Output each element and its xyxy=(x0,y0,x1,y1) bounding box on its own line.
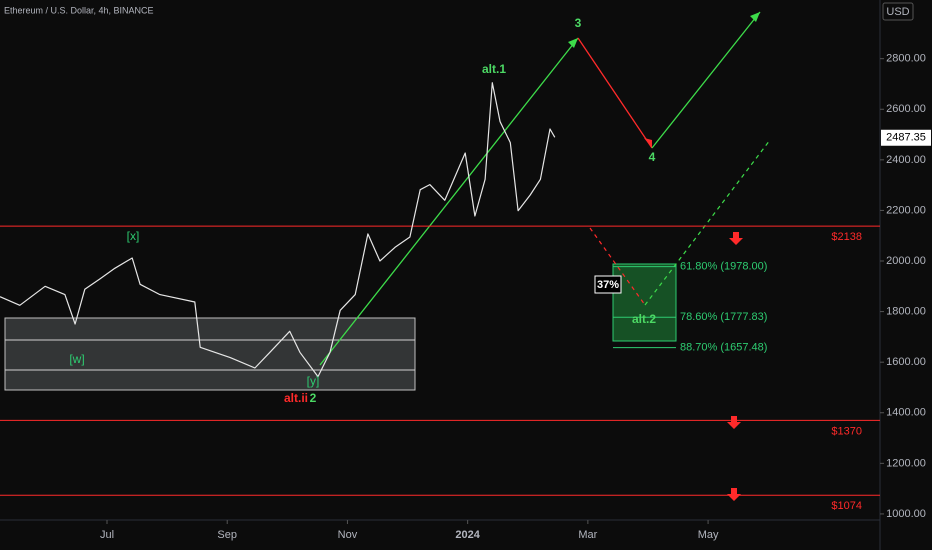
fib-label: 88.70% (1657.48) xyxy=(680,342,767,354)
wave-label: alt.1 xyxy=(482,62,506,76)
plot: 1000.00 1200.00 1400.00 1600.00 1800.00 2000.… xyxy=(0,53,931,541)
percent-box xyxy=(594,275,622,294)
down-arrow xyxy=(727,488,741,501)
x-tick-label: Sep xyxy=(217,529,237,541)
projection-arrow xyxy=(651,11,761,149)
y-tick-label: 2400.00 xyxy=(886,154,926,166)
wave-label: 4 xyxy=(649,150,656,164)
x-tick-label: Nov xyxy=(338,529,358,541)
annotations xyxy=(4,2,914,501)
level-label: $1370 xyxy=(831,425,862,437)
last-price-box xyxy=(881,129,931,146)
y-tick-label: 2800.00 xyxy=(886,53,926,65)
arrow-head xyxy=(644,138,652,148)
y-tick-label: 1800.00 xyxy=(886,306,926,318)
wave-label: 3 xyxy=(575,16,582,30)
percent-label: 37% xyxy=(597,279,619,291)
arrow-head xyxy=(568,38,578,48)
x-tick-label: Mar xyxy=(578,529,597,541)
last-price-label: 2487.35 xyxy=(886,132,926,144)
range-box xyxy=(4,317,416,391)
down-arrow xyxy=(729,232,743,245)
wave-label: 2 xyxy=(310,391,317,405)
y-tick-label: 1200.00 xyxy=(886,457,926,469)
y-tick-label: 2600.00 xyxy=(886,103,926,115)
level-label: $2138 xyxy=(831,231,862,243)
projection-arrow xyxy=(319,37,579,366)
currency-label: USD xyxy=(886,6,909,18)
y-tick-label: 1400.00 xyxy=(886,407,926,419)
currency-box xyxy=(882,2,914,21)
wave-label: alt.ii xyxy=(284,391,308,405)
level-label: $1074 xyxy=(831,500,862,512)
alt-arrow xyxy=(644,139,771,306)
y-tick-label: 1600.00 xyxy=(886,356,926,368)
y-tick-label: 2200.00 xyxy=(886,204,926,216)
fib-box xyxy=(612,263,677,342)
wave-label: alt.2 xyxy=(632,312,656,326)
y-tick-label: 1000.00 xyxy=(886,508,926,520)
fib-label: 61.80% (1978.00) xyxy=(680,260,767,272)
y-tick-label: 2000.00 xyxy=(886,255,926,267)
wave-label: [w] xyxy=(69,352,84,366)
down-arrow xyxy=(727,416,741,429)
chart-title: Ethereum / U.S. Dollar, 4h, BINANCE xyxy=(4,5,154,15)
x-tick-label: Jul xyxy=(100,529,114,541)
wave-label: [x] xyxy=(127,229,140,243)
price-line xyxy=(0,82,556,378)
x-tick-label: 2024 xyxy=(455,529,480,541)
fib-label: 78.60% (1777.83) xyxy=(680,311,767,323)
arrow-head xyxy=(750,12,760,22)
wave-label: [y] xyxy=(307,374,320,388)
x-tick-label: May xyxy=(698,529,719,541)
projection-arrow xyxy=(577,37,653,149)
